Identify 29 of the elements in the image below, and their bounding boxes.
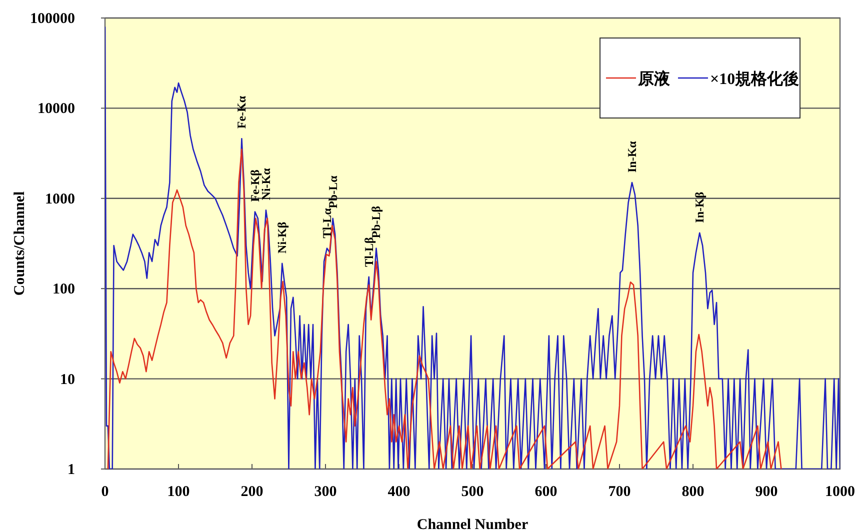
annotation: Fe-Kα	[234, 96, 249, 129]
y-tick-label: 100	[52, 282, 75, 298]
x-tick-label: 500	[461, 484, 484, 500]
x-tick-label: 600	[534, 484, 558, 500]
legend-label: ×10規格化後	[710, 70, 800, 88]
annotation: Tl-Lα	[320, 208, 334, 238]
y-tick-label: 100000	[30, 11, 75, 27]
x-tick-label: 400	[388, 484, 410, 500]
y-tick-label: 1	[68, 462, 75, 478]
x-tick-label: 1000	[825, 484, 855, 500]
annotation: In-Kβ	[692, 192, 707, 223]
x-tick-label: 0	[101, 484, 109, 500]
x-tick-label: 900	[755, 484, 778, 500]
annotation: Pb-Lα	[326, 175, 340, 208]
x-axis-title: Channel Number	[416, 517, 528, 532]
y-axis-title: Counts/Channel	[12, 191, 28, 296]
legend-label: 原液	[637, 70, 671, 88]
annotation: Pb-Lβ	[369, 206, 384, 238]
x-tick-label: 700	[608, 484, 631, 500]
y-tick-label: 10000	[38, 101, 75, 118]
annotation: Ni-Kβ	[275, 222, 290, 254]
x-tick-label: 200	[240, 484, 264, 500]
x-tick-label: 100	[167, 484, 190, 500]
x-tick-label: 300	[314, 484, 337, 500]
y-tick-label: 10	[60, 372, 75, 388]
y-tick-label: 1000	[45, 191, 75, 208]
x-tick-label: 800	[682, 484, 704, 500]
annotation: In-Kα	[624, 140, 639, 173]
annotation: Tl-Lβ	[362, 237, 376, 267]
